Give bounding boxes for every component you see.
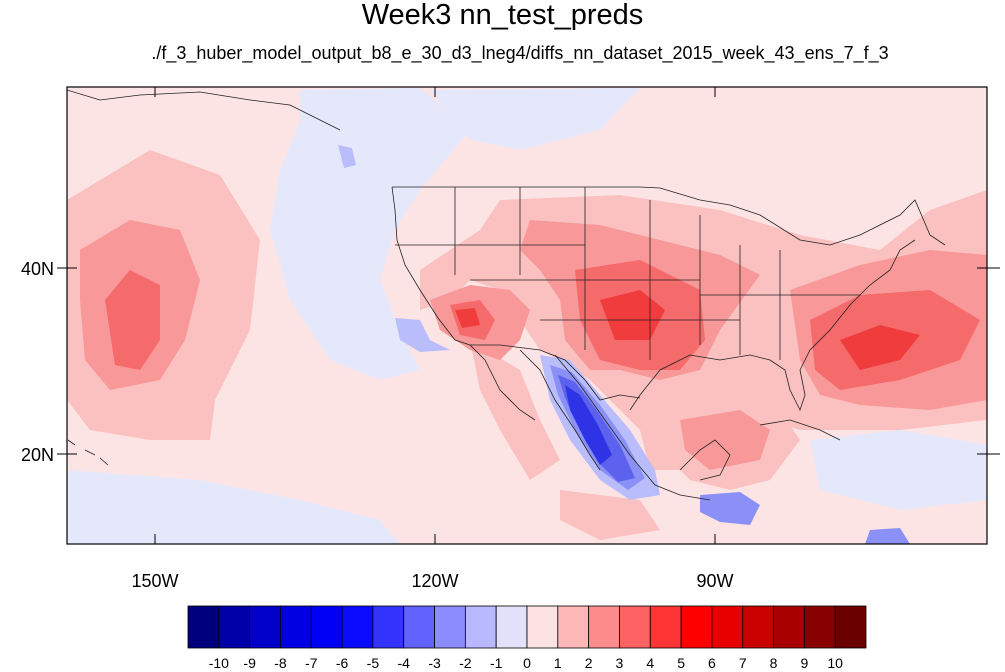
lat-label-40n: 40N [21, 259, 54, 279]
colorbar-label: -3 [428, 655, 441, 671]
field-pos4-atlantic [840, 325, 920, 370]
colorbar-label: -6 [336, 655, 349, 671]
colorbar: -10 -9 -8 -7 -6 -5 -4 -3 -2 -1 0 1 2 3 4 5 6 7 8 9 10 [187, 605, 867, 671]
baja-coast [519, 349, 601, 471]
mexico-border [470, 344, 641, 401]
colorbar-swatch [341, 605, 374, 649]
colorbar-label: 1 [554, 655, 562, 671]
mexico-coast [554, 354, 711, 501]
field-neg-se [865, 528, 910, 544]
field-neg-pac-n [338, 145, 356, 168]
colorbar-swatch [588, 605, 620, 649]
colorbar-label: -8 [274, 655, 287, 671]
west-coast [391, 186, 536, 421]
map-title: Week3 nn_test_preds [361, 0, 644, 31]
colorbar-label: -9 [243, 655, 256, 671]
field-pos4-socal [455, 308, 480, 328]
axis-ticks [57, 87, 1000, 544]
colorbar-swatch [557, 605, 590, 649]
us-canada-border [392, 186, 946, 246]
colorbar-label: 9 [800, 655, 808, 671]
map-frame [66, 86, 988, 545]
colorbar-swatch [218, 605, 251, 649]
lon-label-150w: 150W [131, 571, 178, 591]
lon-label-90w: 90W [696, 571, 733, 591]
colorbar-label: 7 [739, 655, 747, 671]
colorbar-label: -1 [490, 655, 503, 671]
colorbar-label: -10 [209, 655, 229, 671]
colorbar-swatch [464, 605, 497, 649]
field-neg4-baja [565, 385, 612, 465]
colorbar-label: 4 [646, 655, 654, 671]
colorbar-label: 3 [616, 655, 624, 671]
lon-label-120w: 120W [411, 571, 458, 591]
colorbar-swatch [372, 605, 405, 649]
colorbar-swatch [495, 605, 528, 649]
colorbar-label: 2 [585, 655, 593, 671]
gulf-coast [629, 239, 916, 412]
field-neg-pac-small [395, 318, 450, 352]
colorbar-swatch [434, 605, 466, 649]
field-layer [67, 87, 987, 544]
colorbar-swatch [680, 605, 713, 649]
field-neg-south [67, 470, 400, 544]
hawaii [67, 439, 109, 466]
colorbar-swatch [773, 605, 805, 649]
yucatan [679, 439, 731, 481]
colorbar-label: 8 [770, 655, 778, 671]
field-neg-carib [810, 430, 987, 510]
cuba [759, 419, 841, 441]
colorbar-swatch [526, 605, 559, 649]
colorbar-label: 5 [677, 655, 685, 671]
colorbar-label: 0 [523, 655, 531, 671]
colorbar-swatch [619, 605, 651, 649]
colorbar-swatch [803, 605, 836, 649]
colorbar-swatch [249, 605, 281, 649]
field-pos2-gulf [680, 410, 770, 470]
colorbar-swatch [280, 605, 312, 649]
field-neg-cam [700, 492, 760, 525]
colorbar-swatch [742, 605, 774, 649]
colorbar-swatch [649, 605, 682, 649]
field-pos1-south [560, 490, 660, 540]
map-subtitle: ./f_3_huber_model_output_b8_e_30_d3_lneg… [151, 43, 889, 63]
borders [67, 89, 946, 501]
colorbar-label: -2 [459, 655, 472, 671]
field-neg-pacific [270, 88, 470, 380]
colorbar-swatch [403, 605, 435, 649]
lat-label-20n: 20N [21, 445, 54, 465]
field-pos4-texas [600, 290, 665, 340]
colorbar-label: -5 [367, 655, 380, 671]
colorbar-label: -7 [305, 655, 318, 671]
colorbar-label: 6 [708, 655, 716, 671]
colorbar-swatch [310, 605, 343, 649]
alaska-coast [67, 89, 341, 131]
colorbar-swatch [834, 605, 867, 649]
colorbar-swatch [711, 605, 744, 649]
colorbar-swatch [187, 605, 220, 649]
field-neg-north [430, 88, 640, 150]
colorbar-label: -4 [398, 655, 411, 671]
field-pos3-hawaii-block [105, 270, 160, 370]
colorbar-label: 10 [827, 655, 843, 671]
